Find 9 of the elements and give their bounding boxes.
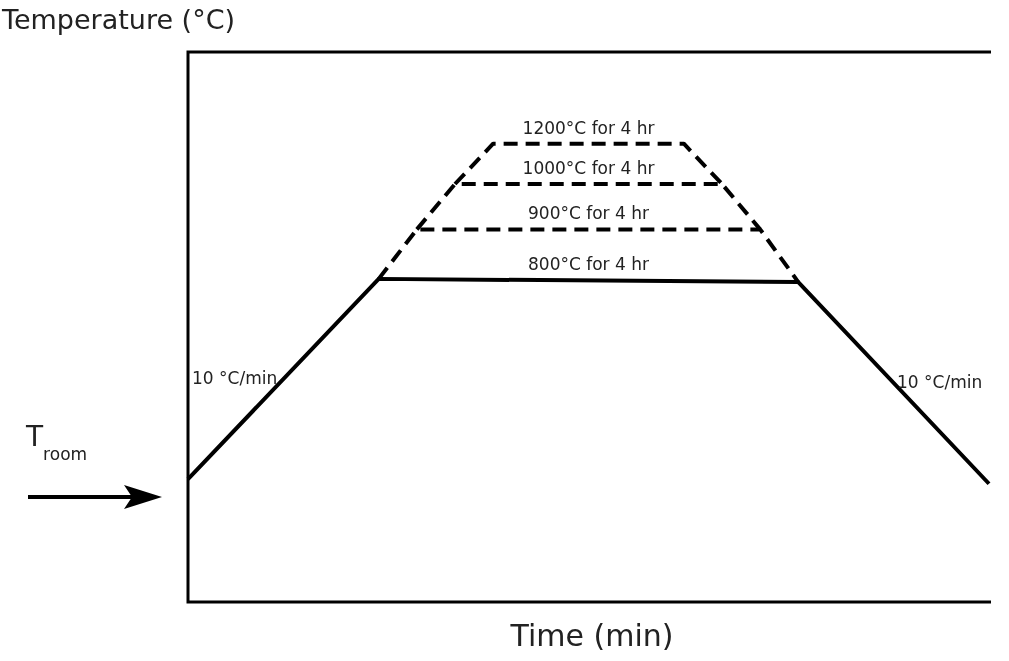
annotation: 800°C for 4 hr [528,253,649,274]
y-axis-title: Temperature (°C) [2,4,236,35]
annotation: 10 °C/min [897,372,983,392]
annotation: 1000°C for 4 hr [522,157,655,178]
annotation: 900°C for 4 hr [528,203,649,224]
x-axis-title: Time (min) [509,618,675,653]
text: T$_{room}$ [26,420,88,464]
annotation: 1200°C for 4 hr [522,117,655,138]
annotation: 10 °C/min [192,368,278,388]
